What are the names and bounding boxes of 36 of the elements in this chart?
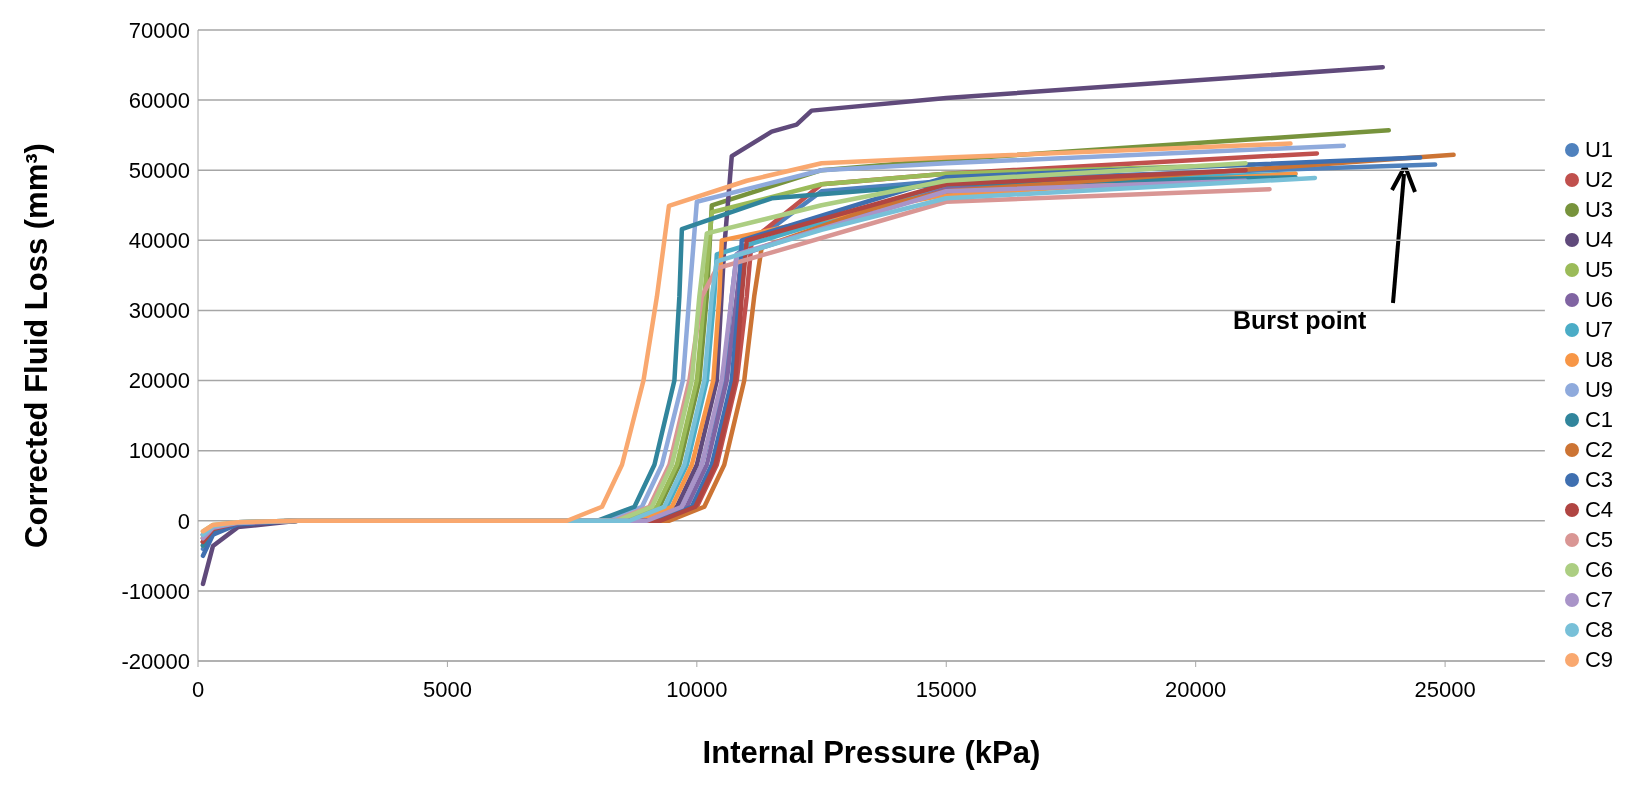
x-tick-label: 15000	[915, 676, 977, 702]
y-tick-label: 40000	[128, 228, 190, 254]
legend-label: C2	[1584, 436, 1613, 463]
legend-label: C6	[1584, 556, 1613, 583]
y-tick-label: 50000	[128, 158, 190, 184]
legend-label: C8	[1584, 616, 1613, 643]
y-tick-label: 70000	[128, 17, 190, 43]
x-tick-label: 25000	[1414, 676, 1476, 702]
y-tick-label: 0	[177, 508, 190, 534]
x-tick-label: 20000	[1165, 676, 1227, 702]
legend-label: C4	[1584, 496, 1613, 523]
legend-label: U2	[1584, 166, 1613, 193]
legend-label: C3	[1584, 466, 1613, 493]
y-tick-label: 60000	[128, 87, 190, 113]
legend-label: U9	[1584, 376, 1613, 403]
legend-label: U4	[1584, 226, 1613, 253]
legend-label: C1	[1584, 406, 1613, 433]
y-tick-label: 20000	[128, 368, 190, 394]
legend-label: U7	[1584, 316, 1613, 343]
legend-label: U8	[1584, 346, 1613, 373]
x-tick-label: 5000	[422, 676, 472, 702]
x-axis-title: Internal Pressure (kPa)	[702, 735, 1041, 771]
legend-label: U6	[1584, 286, 1613, 313]
legend-label: C9	[1584, 646, 1613, 673]
legend-label: C7	[1584, 586, 1613, 613]
legend-label: U3	[1584, 196, 1613, 223]
legend-label: C5	[1584, 526, 1613, 553]
annotation: Burst point	[1233, 306, 1367, 335]
legend-label: U1	[1584, 136, 1613, 163]
y-tick-label: 10000	[128, 438, 190, 464]
y-tick-label: 30000	[128, 298, 190, 324]
legend-label: U5	[1584, 256, 1613, 283]
x-tick-label: 10000	[666, 676, 728, 702]
y-axis-title: Corrected Fluid Loss (mm³)	[19, 143, 55, 548]
y-tick-label: -20000	[121, 648, 190, 674]
y-tick-label: -10000	[121, 578, 190, 604]
